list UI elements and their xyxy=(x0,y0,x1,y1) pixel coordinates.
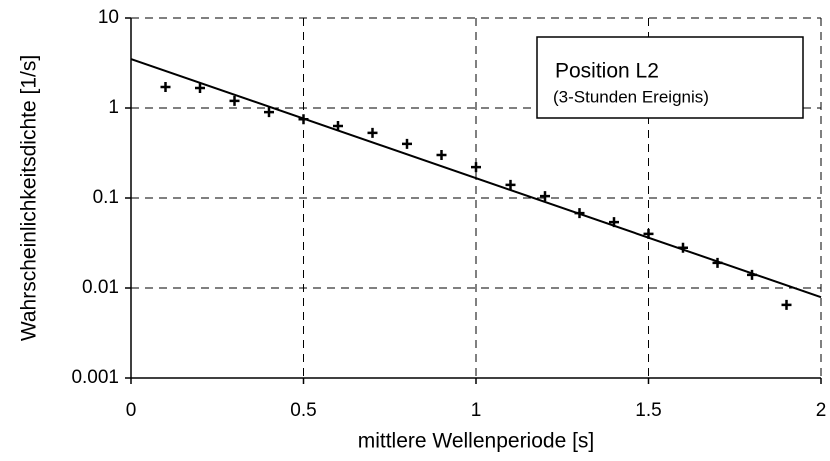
data-point xyxy=(229,95,240,106)
annotation-title: Position L2 xyxy=(555,60,659,83)
x-tick-label: 0 xyxy=(126,400,137,421)
y-tick-label: 0.001 xyxy=(71,367,119,388)
y-tick-label: 10 xyxy=(98,7,119,28)
y-tick-label: 0.01 xyxy=(82,277,119,298)
annotation-subtitle: (3-Stunden Ereignis) xyxy=(553,87,709,106)
data-point xyxy=(471,162,481,173)
x-tick-label: 1 xyxy=(471,400,482,421)
data-point xyxy=(540,191,550,202)
y-tick-label: 0.1 xyxy=(93,187,119,208)
data-point xyxy=(505,179,516,190)
annotation-box xyxy=(536,36,804,119)
data-point xyxy=(781,299,792,310)
y-tick-label: 1 xyxy=(108,97,119,118)
data-point xyxy=(264,107,274,118)
data-point xyxy=(367,127,378,138)
x-tick-label: 2 xyxy=(816,400,827,421)
x-tick-label: 1.5 xyxy=(635,400,661,421)
fit-line xyxy=(130,58,822,299)
data-point xyxy=(195,82,205,93)
data-point xyxy=(333,121,343,132)
y-axis-label: Wahrscheinlichkeitsdichte [1/s] xyxy=(18,55,41,341)
data-point xyxy=(436,150,447,161)
x-tick-label: 0.5 xyxy=(290,400,316,421)
data-point xyxy=(160,82,171,93)
x-axis-label: mittlere Wellenperiode [s] xyxy=(358,430,595,453)
data-point xyxy=(402,138,412,149)
